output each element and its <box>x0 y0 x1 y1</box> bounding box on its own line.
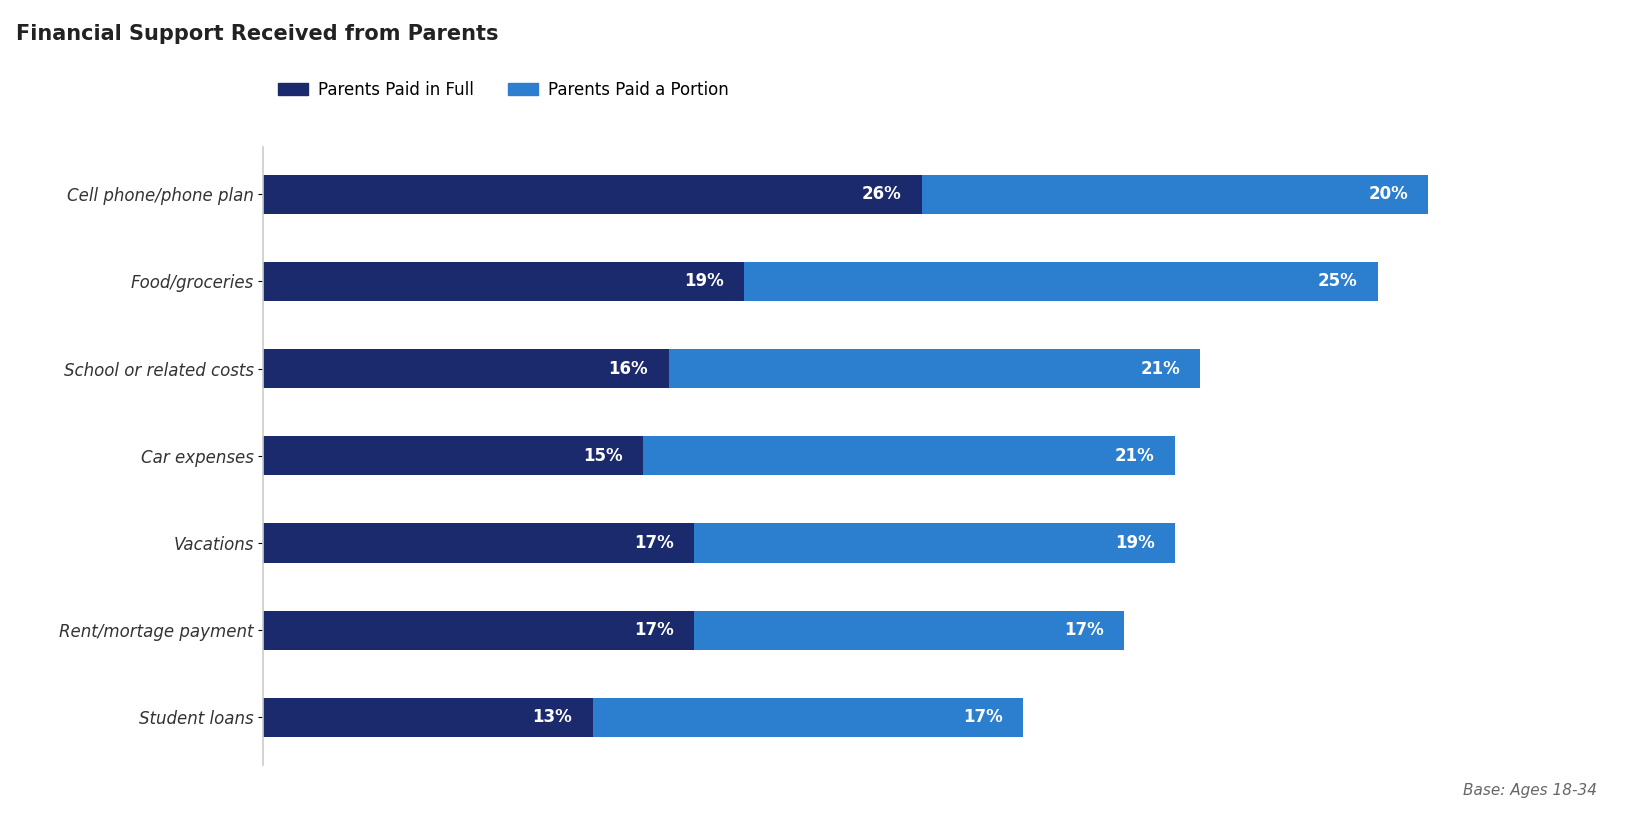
Bar <box>593 698 1024 737</box>
Text: 17%: 17% <box>634 534 673 552</box>
Text: 17%: 17% <box>634 621 673 639</box>
Text: 15%: 15% <box>583 447 622 465</box>
Bar <box>695 523 1175 562</box>
Bar <box>744 262 1378 301</box>
Text: 25%: 25% <box>1317 273 1358 291</box>
Text: Base: Ages 18-34: Base: Ages 18-34 <box>1463 783 1597 798</box>
Text: Financial Support Received from Parents: Financial Support Received from Parents <box>16 24 499 45</box>
Bar <box>263 349 668 388</box>
Text: 21%: 21% <box>1114 447 1155 465</box>
Bar <box>922 175 1429 214</box>
Text: 17%: 17% <box>963 708 1002 726</box>
Text: 19%: 19% <box>685 273 724 291</box>
Text: 19%: 19% <box>1114 534 1155 552</box>
Text: 17%: 17% <box>1065 621 1104 639</box>
Text: 26%: 26% <box>863 186 902 204</box>
Bar <box>263 698 593 737</box>
Bar <box>644 436 1175 475</box>
Text: 20%: 20% <box>1368 186 1407 204</box>
Bar <box>668 349 1200 388</box>
Text: 13%: 13% <box>533 708 573 726</box>
Bar <box>263 523 695 562</box>
Bar <box>263 436 644 475</box>
Bar <box>263 610 695 650</box>
Legend: Parents Paid in Full, Parents Paid a Portion: Parents Paid in Full, Parents Paid a Por… <box>272 74 736 106</box>
Text: 16%: 16% <box>609 360 649 378</box>
Bar <box>263 175 922 214</box>
Bar <box>695 610 1124 650</box>
Text: 21%: 21% <box>1141 360 1180 378</box>
Bar <box>263 262 744 301</box>
